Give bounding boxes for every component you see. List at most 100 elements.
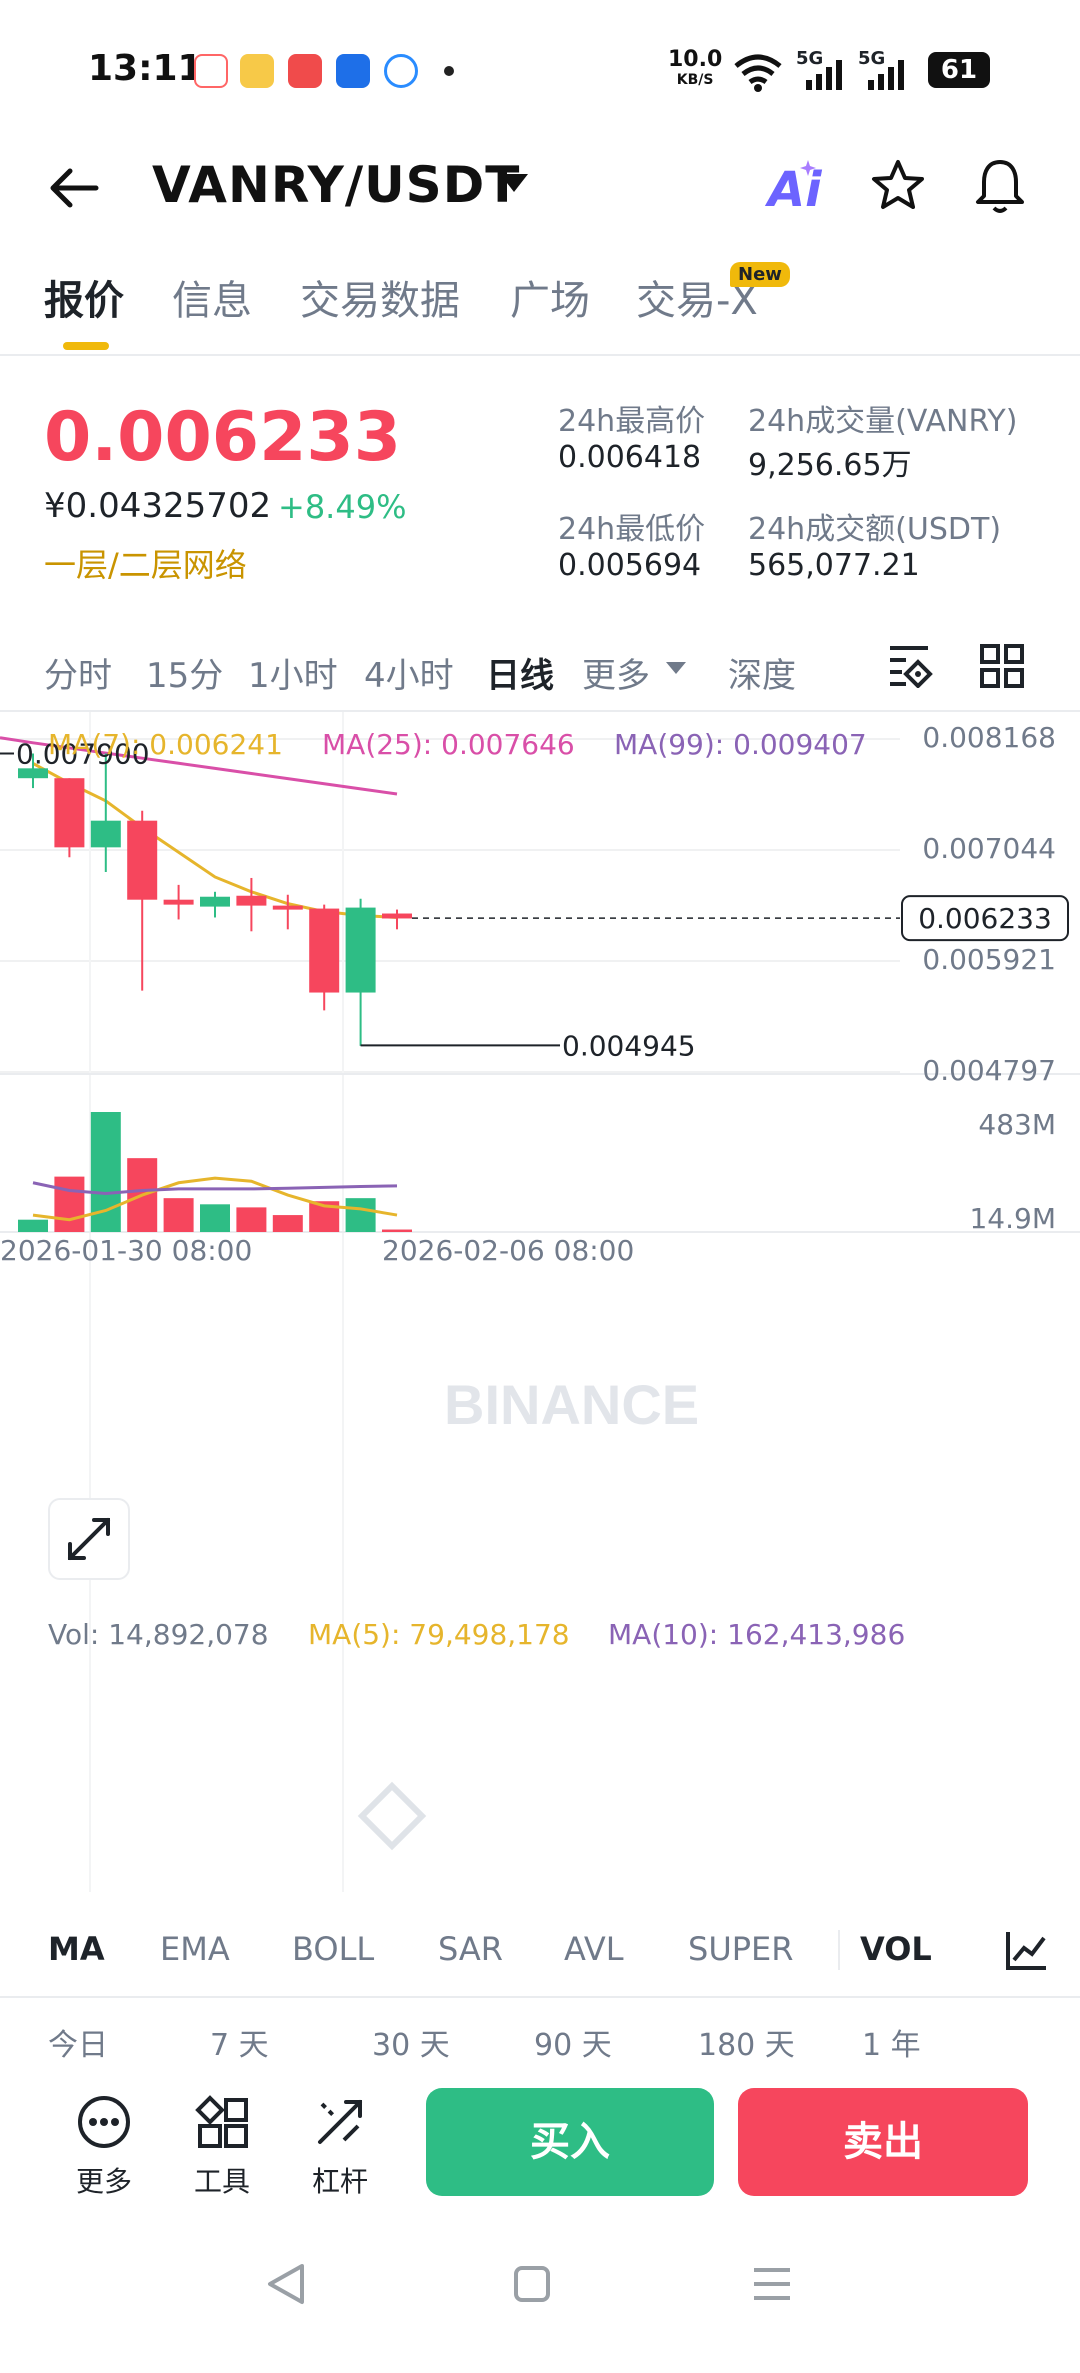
turnover-24h-value: 565,077.21 [748,548,920,583]
interval-1h[interactable]: 1小时 [248,656,338,696]
fullscreen-button[interactable] [48,1498,130,1580]
indicator-super[interactable]: SUPER [688,1930,794,1968]
indicator-ema[interactable]: EMA [160,1930,230,1968]
leverage-button[interactable]: 杠杆 [290,2094,390,2200]
period-180d[interactable]: 180 天 [698,2028,795,2063]
volume-bar [236,1207,267,1232]
cny-price: ¥0.04325702 [44,486,272,526]
date-tick-label: 2026-02-06 08:00 [382,1234,634,1267]
tab-quote[interactable]: 报价 [44,278,124,324]
ai-assistant-button[interactable]: Ai [768,162,822,218]
interval-15m[interactable]: 15分 [146,656,224,696]
signal-5g-label-1: 5G [796,48,824,69]
vol-ma10-legend: MA(10): 162,413,986 [608,1618,906,1651]
tab-square[interactable]: 广场 [510,278,590,324]
candlestick-chart[interactable]: BINANCE 0.0104160.0092920.0081680.007044… [0,712,1080,1892]
ma25-line [0,736,398,796]
buy-button[interactable]: 买入 [426,2088,714,2196]
alert-bell-icon[interactable] [972,156,1028,216]
low-24h-value: 0.005694 [558,548,702,583]
interval-depth[interactable]: 深度 [728,656,796,696]
price-tick-label: 0.007044 [922,832,1056,865]
candle-body [345,907,376,993]
interval-4h[interactable]: 4小时 [364,656,454,696]
nav-recents-icon[interactable] [752,2262,792,2306]
candle-body [236,895,267,906]
signal-bars-icon-2 [868,60,904,90]
signal-bars-icon-1 [806,60,842,90]
current-price-label: 0.006233 [918,902,1052,935]
ma25-legend: MA(25): 0.007646 [322,728,575,761]
price-axis: 0.0104160.0092920.0081680.0070440.005921… [0,721,1069,1087]
volume-bar [18,1219,48,1232]
high-marker-label: 0.007900 [16,738,150,771]
caret-down-icon[interactable] [500,174,528,194]
low-24h-label: 24h最低价 [558,512,706,547]
period-1y[interactable]: 1 年 [862,2028,921,2063]
sparkle-icon [800,160,816,176]
period-30d[interactable]: 30 天 [372,2028,450,2063]
divider [0,1996,1080,1998]
favorite-star-icon[interactable] [870,158,926,214]
volume-bar [345,1198,376,1232]
vol-legend: Vol: 14,892,078 [48,1618,269,1651]
weibo-icon [240,54,274,88]
pair-title[interactable]: VANRY/USDT [152,156,521,214]
status-bar: 13:11 10.0 KB/S 5G 5G 61 [0,0,1080,140]
volume-ma5-line [32,1176,398,1222]
sell-button[interactable]: 卖出 [738,2088,1028,2196]
volume-tick-label: 483M [978,1108,1056,1141]
volume-bar [200,1204,230,1232]
layout-grid-icon[interactable] [980,644,1024,688]
more-button[interactable]: 更多 [54,2094,154,2200]
indicator-settings-icon[interactable] [1004,1928,1048,1972]
tools-button[interactable]: 工具 [172,2094,272,2200]
volume-bar [163,1198,194,1232]
divider [0,354,1080,356]
indicator-sar[interactable]: SAR [438,1930,504,1968]
change-percent: +8.49% [278,488,407,526]
price-tick-label: 0.004797 [922,1054,1056,1087]
back-arrow-icon[interactable] [44,158,104,218]
period-7d[interactable]: 7 天 [210,2028,269,2063]
nav-back-icon[interactable] [266,2262,306,2306]
wifi-icon [734,54,782,92]
music-icon [288,54,322,88]
caret-down-icon[interactable] [666,662,686,676]
turnover-24h-label: 24h成交额(USDT) [748,512,1002,547]
watermark: BINANCE [357,1373,699,1851]
interval-more[interactable]: 更多 [582,656,650,696]
tab-info[interactable]: 信息 [172,278,252,324]
volume-24h-label: 24h成交量(VANRY) [748,404,1018,439]
expand-icon [68,1518,110,1560]
tab-trading-data[interactable]: 交易数据 [300,278,460,324]
volume-bars: 483M 14.9M 2026-01-30 08:00 2026-02-06 08:0… [0,1108,1056,1267]
chart-grid [0,712,1080,1892]
candle-body [272,905,303,910]
interval-time[interactable]: 分时 [44,656,112,696]
leverage-icon [318,2100,362,2144]
network-tag[interactable]: 一层/二层网络 [44,546,247,584]
indicator-ma[interactable]: MA [48,1930,105,1968]
indicator-vol[interactable]: VOL [860,1930,932,1968]
nav-home-icon[interactable] [512,2262,552,2306]
high-24h-label: 24h最高价 [558,404,706,439]
volume-24h-value: 9,256.65万 [748,448,912,483]
indicator-boll[interactable]: BOLL [292,1930,375,1968]
period-today[interactable]: 今日 [48,2028,108,2063]
status-time: 13:11 [88,48,203,89]
signal-5g-label-2: 5G [858,48,886,69]
leverage-label: 杠杆 [311,2165,368,2198]
interval-1d[interactable]: 日线 [486,656,554,696]
indicator-avl[interactable]: AVL [564,1930,624,1968]
tools-icon [195,2095,248,2148]
last-price: 0.006233 [44,398,402,477]
more-notifications-icon [444,66,454,76]
volume-ma10-line [32,1181,398,1196]
chart-settings-icon[interactable] [888,644,934,688]
low-marker-label: 0.004945 [562,1029,696,1062]
period-90d[interactable]: 90 天 [534,2028,612,2063]
candle-body [18,768,48,779]
volume-bar [382,1229,412,1232]
volume-bar [272,1215,303,1232]
